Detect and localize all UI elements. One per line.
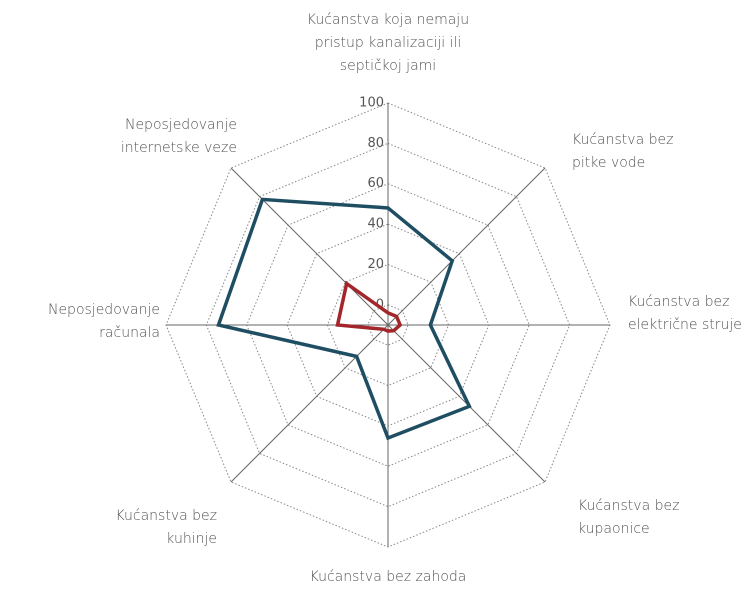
tick-label: 40 — [367, 217, 384, 232]
tick-label: 100 — [359, 96, 384, 111]
tick-label: 60 — [367, 176, 384, 191]
axis-label: Kućanstva bez zahoda — [309, 569, 467, 585]
tick-label: 80 — [367, 136, 384, 151]
axis-label: Kućanstva koja nemaju pristup kanalizaci… — [306, 12, 470, 74]
axis-label: Kućanstva bez kuhinje — [115, 508, 217, 547]
series-line — [335, 280, 403, 333]
grid-ring — [367, 304, 409, 346]
tick-label: 20 — [367, 257, 384, 272]
axis-label: Kućanstva bez kupaonice — [578, 498, 680, 537]
axis-label: Neposjedovanje internetske veze — [120, 117, 237, 156]
spoke — [230, 167, 389, 326]
grid-ring — [326, 263, 450, 387]
axis-label: Kućanstva bez pitke vode — [572, 132, 674, 171]
axis-label: Neposjedovanje računala — [47, 302, 160, 341]
spoke — [387, 167, 546, 326]
spoke — [230, 324, 389, 483]
axis-label: Kućanstva bez električne struje — [628, 294, 742, 333]
series-line — [216, 197, 472, 441]
grid-ring — [246, 183, 530, 467]
tick-label: 0 — [376, 297, 384, 312]
